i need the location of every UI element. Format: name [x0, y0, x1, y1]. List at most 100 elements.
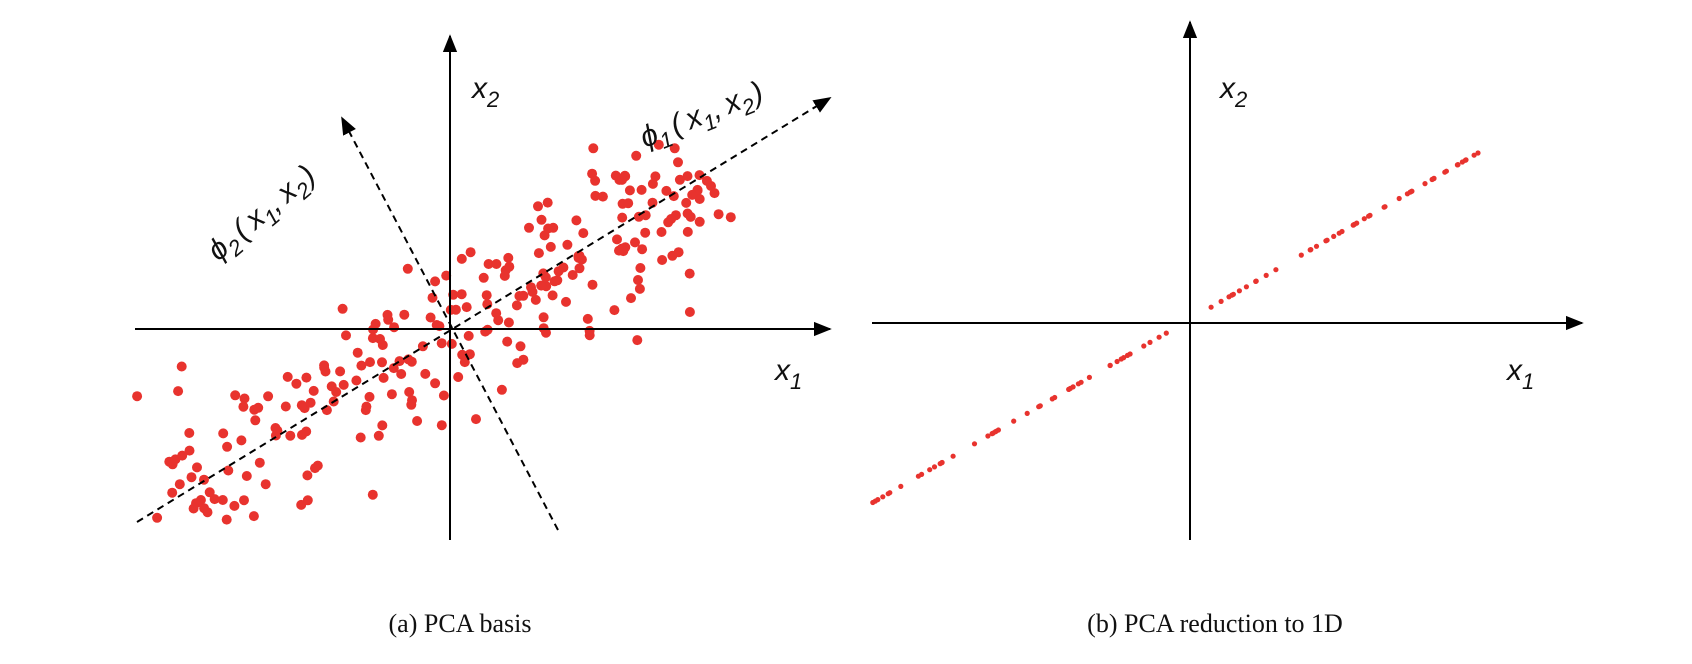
projected-point — [870, 499, 876, 506]
scatter-point — [635, 263, 646, 273]
projected-point — [1208, 304, 1214, 310]
projected-point — [1313, 243, 1320, 249]
projected-point — [1236, 288, 1242, 294]
scatter-point — [536, 280, 547, 291]
scatter-point — [694, 170, 705, 181]
scatter-point — [377, 357, 387, 368]
scatter-point — [195, 495, 206, 505]
scatter-point — [308, 385, 319, 396]
scatter-point — [491, 259, 502, 269]
projected-point — [1298, 252, 1304, 258]
projected-point — [1024, 410, 1030, 416]
scatter-point — [561, 296, 571, 307]
scatter-point — [338, 379, 349, 390]
scatter-point — [674, 174, 685, 185]
scatter-point — [682, 208, 693, 219]
scatter-point — [636, 184, 647, 195]
projected-point — [898, 483, 904, 489]
scatter-point — [694, 194, 705, 204]
projected-point — [875, 497, 881, 503]
phi2-axis — [341, 116, 559, 531]
projected-point — [1253, 278, 1259, 284]
projected-point — [1070, 384, 1076, 390]
projected-point — [1127, 351, 1133, 357]
scatter-point — [176, 361, 187, 372]
scatter-point — [453, 372, 464, 382]
scatter-point — [681, 197, 692, 208]
scatter-point — [356, 360, 367, 371]
scatter-point — [456, 253, 467, 264]
scatter-point — [184, 428, 195, 438]
panel-b: x1 x2 (b) PCA reduction to 1D — [870, 20, 1584, 638]
scatter-point — [399, 309, 410, 320]
projected-point — [1147, 339, 1153, 345]
scatter-point — [173, 386, 184, 397]
scatter-point — [302, 470, 313, 481]
scatter-point — [637, 244, 648, 255]
scatter-point — [291, 378, 302, 389]
projected-point — [1409, 188, 1415, 194]
scatter-point — [446, 338, 457, 349]
projected-point — [915, 473, 922, 479]
scatter-point — [239, 495, 249, 506]
projected-point — [1351, 221, 1358, 227]
panel-a-points — [132, 139, 736, 525]
scatter-point — [542, 197, 553, 208]
scatter-point — [682, 226, 693, 237]
projected-point — [985, 433, 991, 439]
scatter-point — [386, 389, 397, 400]
scatter-point — [536, 214, 547, 225]
scatter-point — [571, 215, 582, 226]
scatter-point — [632, 335, 643, 346]
scatter-point — [584, 325, 595, 336]
scatter-point — [301, 372, 312, 383]
scatter-point — [430, 378, 441, 389]
scatter-point — [576, 254, 587, 265]
scatter-point — [297, 429, 307, 440]
scatter-point — [647, 178, 658, 189]
panel-a: x1 x2 ϕ1(x1,x2) ϕ2(x1,x2) (a) PCA basis — [132, 34, 832, 638]
panel-a-x2-label: x2 — [470, 72, 499, 112]
scatter-point — [305, 397, 316, 408]
scatter-point — [588, 143, 599, 154]
projected-point — [1422, 181, 1428, 187]
scatter-point — [310, 463, 320, 474]
scatter-point — [364, 391, 375, 402]
projected-point — [992, 429, 998, 435]
scatter-point — [530, 294, 541, 305]
projected-point — [1455, 162, 1461, 168]
projected-point — [880, 494, 886, 500]
scatter-point — [184, 445, 195, 456]
panel-b-x2-label: x2 — [1218, 72, 1247, 112]
scatter-point — [436, 338, 447, 349]
projected-point — [1273, 267, 1279, 273]
scatter-point — [491, 308, 502, 319]
scatter-point — [465, 247, 476, 258]
scatter-point — [502, 336, 513, 347]
scatter-point — [431, 320, 442, 330]
scatter-point — [188, 503, 199, 514]
scatter-point — [543, 223, 554, 234]
scatter-point — [377, 420, 388, 431]
scatter-point — [367, 489, 378, 500]
scatter-point — [574, 263, 585, 274]
scatter-point — [713, 209, 724, 220]
scatter-point — [527, 286, 538, 297]
scatter-point — [687, 189, 698, 200]
projected-point — [1361, 216, 1367, 222]
projected-point — [1163, 330, 1169, 336]
scatter-point — [657, 255, 668, 265]
scatter-point — [241, 471, 252, 481]
scatter-point — [375, 334, 385, 344]
scatter-point — [217, 495, 228, 505]
scatter-point — [270, 423, 281, 433]
scatter-point — [461, 302, 472, 313]
projected-point — [1141, 343, 1147, 349]
scatter-point — [230, 390, 241, 401]
scatter-point — [222, 441, 233, 452]
projected-point — [885, 491, 891, 497]
scatter-point — [524, 222, 534, 233]
projected-point — [1336, 230, 1342, 236]
scatter-point — [481, 290, 492, 301]
scatter-point — [538, 312, 549, 323]
